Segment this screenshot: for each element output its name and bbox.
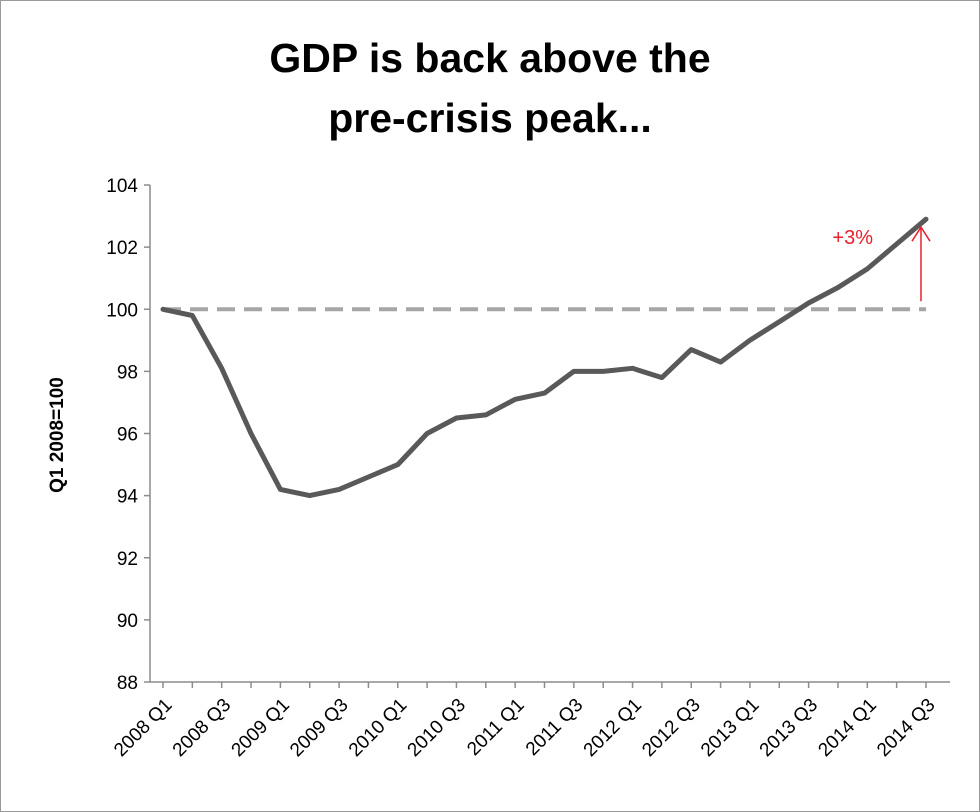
y-axis: 88 90 92 94 96 98 100 102 104 <box>106 176 151 694</box>
x-tick-label: 2012 Q1 <box>580 695 646 761</box>
x-tick-label: 2011 Q3 <box>522 695 587 760</box>
y-tick-label: 102 <box>106 238 138 259</box>
x-tick-label: 2008 Q1 <box>110 695 176 761</box>
annotation-label: +3% <box>832 227 873 249</box>
x-tick-label: 2012 Q3 <box>638 695 704 761</box>
y-tick-label: 90 <box>117 611 138 632</box>
y-tick-label: 100 <box>106 300 138 321</box>
y-tick-label: 94 <box>117 487 139 508</box>
annotation-group: +3% <box>832 225 931 302</box>
y-tick-label: 92 <box>117 549 138 570</box>
x-tick-label: 2010 Q3 <box>404 695 470 761</box>
x-tick-label: 2014 Q3 <box>873 695 939 761</box>
chart-title-line-1: GDP is back above the <box>269 35 711 81</box>
chart-title: GDP is back above the pre-crisis peak... <box>0 28 980 148</box>
y-tick-label: 98 <box>117 362 138 383</box>
annotation-arrow-head <box>911 225 931 242</box>
x-tick-label: 2009 Q3 <box>286 695 352 761</box>
x-tick-label: 2013 Q3 <box>756 695 822 761</box>
y-tick-label: 88 <box>117 673 138 694</box>
series-group <box>160 216 929 499</box>
x-tick-label: 2008 Q3 <box>169 695 235 761</box>
chart-title-line-2: pre-crisis peak... <box>328 95 652 141</box>
gdp-series-line <box>160 216 929 499</box>
x-tick-label: 2009 Q1 <box>228 695 294 761</box>
x-tick-label: 2013 Q1 <box>697 695 763 761</box>
y-tick-label: 96 <box>117 425 138 446</box>
x-tick-label: 2014 Q1 <box>814 695 880 761</box>
x-tick-label: 2010 Q1 <box>345 695 411 761</box>
x-tick-label: 2011 Q1 <box>463 695 528 760</box>
y-tick-label: 104 <box>106 176 138 197</box>
